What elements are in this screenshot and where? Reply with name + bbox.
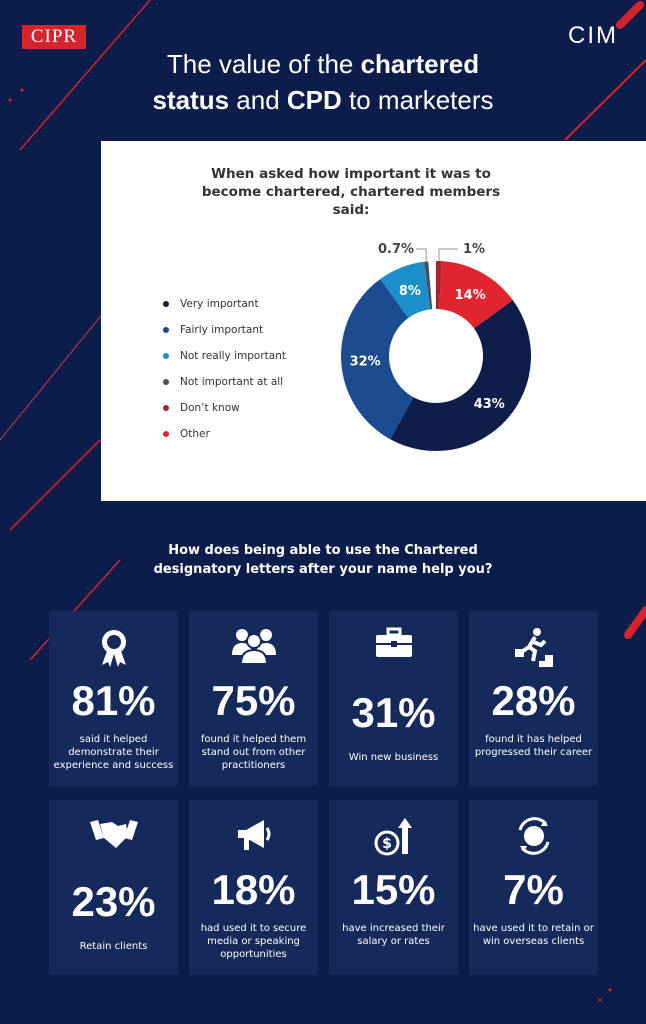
legend-item: Not really important — [163, 343, 286, 369]
section-question: How does being able to use the Chartered… — [0, 541, 646, 579]
leader-line — [416, 248, 427, 262]
stat-card: 7% have used it to retain or win overseas… — [469, 800, 598, 975]
stat-description: had used it to secure media or speaking … — [200, 923, 307, 960]
stat-percent: 81% — [71, 677, 156, 724]
data-label: 43% — [474, 397, 505, 412]
people-group-icon — [189, 627, 318, 671]
stat-description: found it helped them stand out from othe… — [200, 734, 307, 771]
legend-swatch — [163, 431, 169, 437]
stat-description: Retain clients — [79, 941, 148, 952]
donut-segment — [436, 261, 442, 310]
stat-description: Win new business — [348, 752, 439, 763]
legend-item: Not important at all — [163, 369, 286, 395]
data-label: 8% — [399, 284, 421, 299]
title-text: The value of the — [166, 49, 361, 79]
question-line: How does being able to use the Chartered — [168, 543, 478, 558]
stat-card: 31% Win new business — [329, 611, 458, 786]
stat-card: 81% said it helped demonstrate their expe… — [49, 611, 178, 786]
leader-line — [438, 248, 458, 262]
legend-label: Fairly important — [180, 324, 264, 336]
legend-label: Not really important — [180, 350, 286, 362]
page-title: The value of the chartered status and CP… — [0, 46, 646, 118]
legend-swatch — [163, 327, 169, 333]
stat-percent: 28% — [491, 677, 576, 724]
title-bold: chartered — [360, 49, 480, 79]
legend-label: Don’t know — [180, 402, 240, 414]
donut-segment — [390, 300, 531, 451]
legend-item: Don’t know — [163, 395, 286, 421]
award-ribbon-icon — [49, 627, 178, 671]
stat-card: 28% found it has helped progressed their … — [469, 611, 598, 786]
briefcase-icon — [329, 627, 458, 671]
data-label: 0.7% — [378, 242, 414, 257]
salary-increase-icon: $ — [329, 816, 458, 860]
stat-percent: 15% — [351, 866, 436, 913]
legend-swatch — [163, 353, 169, 359]
legend-item: Fairly important — [163, 317, 286, 343]
stat-percent: 75% — [211, 677, 296, 724]
stat-percent: 7% — [503, 866, 564, 913]
legend-label: Not important at all — [180, 376, 284, 388]
donut-segment — [380, 261, 431, 318]
chart-panel: When asked how important it was to becom… — [101, 141, 646, 501]
legend-label: Other — [180, 428, 210, 440]
svg-text:$: $ — [382, 836, 392, 852]
handshake-icon — [49, 816, 178, 860]
donut-segment — [424, 261, 433, 310]
data-label: 32% — [350, 354, 381, 369]
donut-segment — [341, 279, 414, 440]
title-bold: CPD — [286, 85, 342, 115]
cim-logo: CIM — [568, 22, 618, 49]
stat-card: 75% found it helped them stand out from o… — [189, 611, 318, 786]
stat-percent: 31% — [351, 689, 436, 736]
stat-percent: 23% — [71, 878, 156, 925]
legend-item: Other — [163, 421, 286, 447]
legend-swatch — [163, 301, 169, 307]
cipr-logo: CIPR — [22, 25, 86, 49]
title-bold: status — [152, 85, 230, 115]
stat-card: $15% have increased their salary or rates — [329, 800, 458, 975]
data-label: 14% — [455, 288, 486, 303]
stat-description: said it helped demonstrate their experie… — [53, 734, 174, 771]
legend-swatch — [163, 405, 169, 411]
title-text: and — [229, 85, 287, 115]
stat-description: have used it to retain or win overseas c… — [473, 923, 594, 947]
data-label: 1% — [463, 242, 485, 257]
legend-swatch — [163, 379, 169, 385]
globe-refresh-icon — [469, 816, 598, 860]
legend-item: Very important — [163, 291, 286, 317]
stat-description: have increased their salary or rates — [342, 923, 445, 947]
donut-segment — [438, 261, 513, 329]
chart-title: When asked how important it was to becom… — [201, 166, 501, 218]
stat-card: 18% had used it to secure media or speaki… — [189, 800, 318, 975]
legend-label: Very important — [180, 298, 259, 310]
megaphone-icon — [189, 816, 318, 860]
title-text: to marketers — [341, 85, 494, 115]
chart-legend: Very important Fairly important Not really… — [163, 291, 286, 447]
question-line: designatory letters after your name help… — [153, 562, 493, 577]
stat-percent: 18% — [211, 866, 296, 913]
stat-card: 23% Retain clients — [49, 800, 178, 975]
donut-chart: 1% 14% 43% 32% 8% 0.7% — [341, 242, 531, 451]
climbing-stairs-icon — [469, 627, 598, 671]
stat-description: found it has helped progressed their car… — [474, 734, 593, 758]
